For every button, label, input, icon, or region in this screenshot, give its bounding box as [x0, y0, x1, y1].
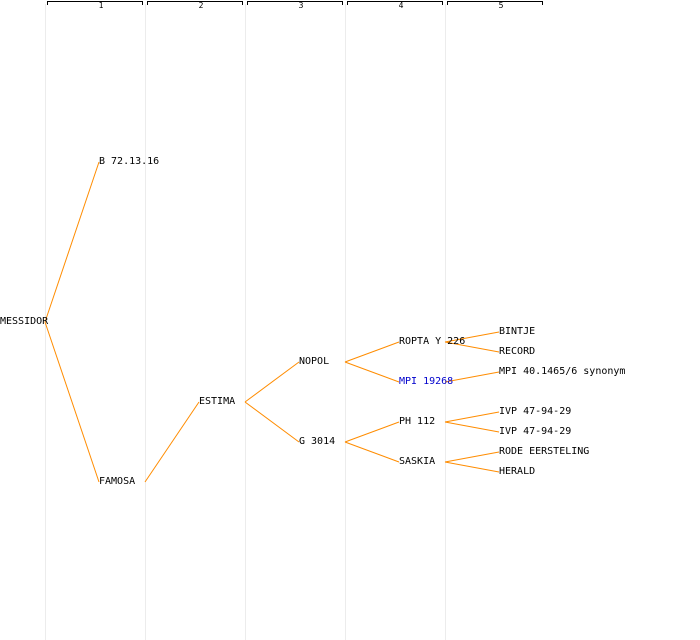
column-bracket-3: [247, 1, 343, 5]
edge-g3014-ph112: [344, 421, 400, 443]
node-rode-eersteling[interactable]: RODE EERSTELING: [499, 446, 590, 457]
node-bintje[interactable]: BINTJE: [499, 326, 536, 337]
edge-ph112-ivp1: [444, 411, 500, 423]
edge-ropta-record: [444, 341, 500, 353]
column-number-4: 4: [398, 1, 404, 10]
node-nopol[interactable]: NOPOL: [299, 356, 330, 367]
node-ivp-1[interactable]: IVP 47-94-29: [499, 406, 572, 417]
edge-famosa-estima: [144, 401, 200, 483]
node-mpi40[interactable]: MPI 40.1465/6 synonym: [499, 366, 626, 377]
node-messidor[interactable]: MESSIDOR: [0, 316, 49, 327]
column-number-2: 2: [198, 1, 204, 10]
column-bracket-1: [47, 1, 143, 5]
column-bracket-4: [347, 1, 443, 5]
node-famosa[interactable]: FAMOSA: [99, 476, 136, 487]
edge-estima-g3014: [244, 401, 300, 443]
column-line-3: [245, 4, 246, 640]
node-ivp-2[interactable]: IVP 47-94-29: [499, 426, 572, 437]
node-ropta[interactable]: ROPTA Y 226: [399, 336, 466, 347]
column-line-2: [145, 4, 146, 640]
column-bracket-5: [447, 1, 543, 5]
node-herald[interactable]: HERALD: [499, 466, 536, 477]
edge-ph112-ivp2: [444, 421, 500, 433]
node-estima[interactable]: ESTIMA: [199, 396, 236, 407]
node-record[interactable]: RECORD: [499, 346, 536, 357]
edge-g3014-saskia: [344, 441, 400, 463]
edge-mpi19268-mpi40: [444, 371, 500, 383]
node-saskia[interactable]: SASKIA: [399, 456, 436, 467]
column-number-3: 3: [298, 1, 304, 10]
column-number-5: 5: [498, 1, 504, 10]
node-mpi19268[interactable]: MPI 19268: [399, 376, 454, 387]
edge-saskia-rode: [444, 451, 500, 463]
edge-estima-nopol: [244, 361, 300, 403]
edge-messidor-famosa: [44, 321, 100, 483]
edge-ropta-bintje: [444, 331, 500, 343]
node-ph112[interactable]: PH 112: [399, 416, 436, 427]
edge-nopol-ropta: [344, 341, 400, 363]
column-line-4: [345, 4, 346, 640]
column-bracket-2: [147, 1, 243, 5]
edge-saskia-herald: [444, 461, 500, 473]
column-number-1: 1: [98, 1, 104, 10]
node-b7213[interactable]: B 72.13.16: [99, 156, 160, 167]
node-g3014[interactable]: G 3014: [299, 436, 336, 447]
edge-nopol-mpi19268: [344, 361, 400, 383]
column-line-5: [445, 4, 446, 640]
edge-messidor-b7213: [44, 161, 100, 323]
